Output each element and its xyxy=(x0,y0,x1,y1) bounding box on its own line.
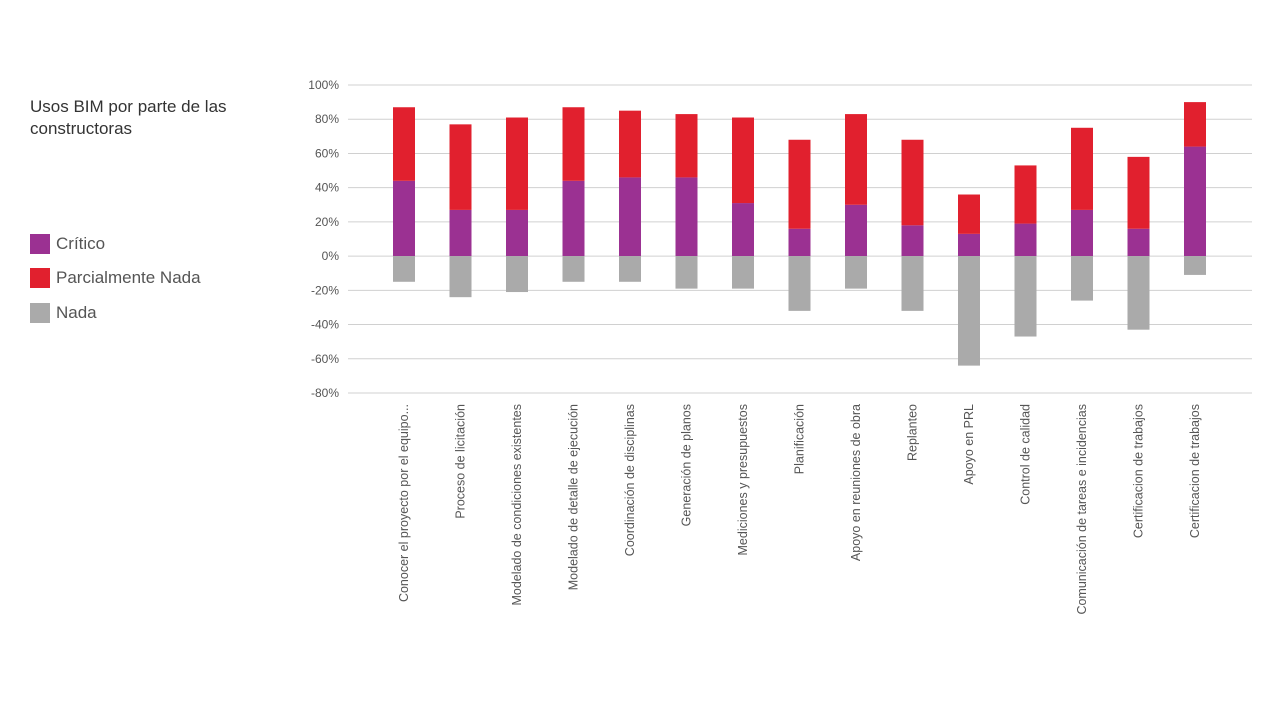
bar-critico xyxy=(901,225,924,257)
bar-parcialmente-nada xyxy=(1014,165,1037,224)
y-tick-label: -20% xyxy=(311,283,339,297)
bar-parcialmente-nada xyxy=(788,139,811,229)
bar-critico xyxy=(732,203,754,257)
bar-critico xyxy=(506,209,528,257)
y-tick-label: 40% xyxy=(315,181,339,195)
y-tick-label: -40% xyxy=(311,318,339,332)
legend: Crítico Parcialmente Nada Nada xyxy=(30,232,201,336)
x-category-label: Apoyo en reuniones de obra xyxy=(849,404,863,561)
bar-parcialmente-nada xyxy=(958,194,980,234)
bar-parcialmente-nada xyxy=(562,107,585,181)
y-tick-label: 60% xyxy=(315,146,339,160)
x-category-label: Comunicación de tareas e incidencias xyxy=(1075,404,1089,615)
y-tick-label: 100% xyxy=(308,78,339,92)
x-category-label: Mediciones y presupuestos xyxy=(736,404,750,555)
x-category-label: Planificación xyxy=(793,404,807,474)
bar-nada xyxy=(562,256,585,282)
grid-lines xyxy=(348,84,1252,394)
bar-parcialmente-nada xyxy=(845,114,867,205)
legend-item-critico: Crítico xyxy=(30,232,201,255)
x-category-label: Proceso de licitación xyxy=(454,404,468,519)
bar-critico xyxy=(1071,209,1093,257)
legend-label-parcialmente-nada: Parcialmente Nada xyxy=(56,268,201,287)
bar-parcialmente-nada xyxy=(1127,156,1150,229)
bar-critico xyxy=(1127,228,1150,257)
bar-nada xyxy=(732,256,754,289)
x-category-label: Conocer el proyecto por el equipo... xyxy=(397,404,411,602)
bar-parcialmente-nada xyxy=(1184,102,1206,147)
y-tick-label: 0% xyxy=(322,249,340,263)
y-tick-label: 80% xyxy=(315,112,339,126)
x-category-label: Apoyo en PRL xyxy=(962,404,976,485)
legend-label-nada: Nada xyxy=(56,302,97,322)
bar-parcialmente-nada xyxy=(1071,127,1093,210)
x-category-label: Certificacion de trabajos xyxy=(1188,404,1202,538)
x-category-label: Modelado de condiciones existentes xyxy=(510,404,524,606)
legend-swatch-nada xyxy=(30,302,50,323)
bar-nada xyxy=(619,256,641,282)
bar-nada xyxy=(449,256,472,298)
legend-item-nada: Nada xyxy=(30,301,201,324)
bar-nada xyxy=(1014,256,1037,337)
bar-critico xyxy=(845,204,867,257)
bar-critico xyxy=(1184,146,1206,257)
x-category-label: Control de calidad xyxy=(1019,404,1033,505)
bar-critico xyxy=(619,177,641,257)
x-category-label: Certificacion de trabajos xyxy=(1132,404,1146,538)
bar-critico xyxy=(393,180,415,257)
bar-critico xyxy=(675,177,698,257)
bar-nada xyxy=(845,256,867,289)
bar-parcialmente-nada xyxy=(393,107,415,181)
bar-parcialmente-nada xyxy=(506,117,528,210)
bar-nada xyxy=(1071,256,1093,301)
legend-swatch-parcialmente-nada xyxy=(30,268,50,288)
bar-nada xyxy=(788,256,811,311)
bar-critico xyxy=(958,233,980,257)
bar-nada xyxy=(1127,256,1150,330)
legend-swatch-critico xyxy=(30,233,50,254)
bar-critico xyxy=(1014,223,1037,257)
x-axis-labels: Conocer el proyecto por el equipo... Proc… xyxy=(397,404,1202,615)
x-category-label: Generación de planos xyxy=(680,404,694,526)
y-tick-label: -60% xyxy=(311,352,339,366)
legend-label-critico: Crítico xyxy=(56,233,106,253)
bar-nada xyxy=(958,256,980,366)
bar-parcialmente-nada xyxy=(449,124,472,210)
y-axis-ticks: 100% 80% 60% 40% 20% 0% -20% -40% -60% -80% xyxy=(308,78,339,400)
x-category-label: Modelado de detalle de ejecución xyxy=(567,404,581,590)
bars xyxy=(393,102,1206,366)
bar-parcialmente-nada xyxy=(619,110,641,178)
x-category-label: Coordinación de disciplinas xyxy=(623,404,637,556)
bar-critico xyxy=(788,228,811,257)
bar-parcialmente-nada xyxy=(675,114,698,178)
bar-parcialmente-nada xyxy=(901,139,924,226)
y-tick-label: -80% xyxy=(311,386,339,400)
bar-nada xyxy=(393,256,415,282)
bar-nada xyxy=(901,256,924,311)
chart-title: Usos BIM por parte de las constructoras xyxy=(30,97,227,138)
bar-nada xyxy=(1184,256,1206,275)
bar-parcialmente-nada xyxy=(732,117,754,204)
bar-nada xyxy=(675,256,698,289)
bar-nada xyxy=(506,256,528,293)
bar-critico xyxy=(562,180,585,257)
legend-item-parcialmente-nada: Parcialmente Nada xyxy=(30,267,201,290)
bar-critico xyxy=(449,209,472,257)
x-category-label: Replanteo xyxy=(906,404,920,461)
y-tick-label: 20% xyxy=(315,215,339,229)
